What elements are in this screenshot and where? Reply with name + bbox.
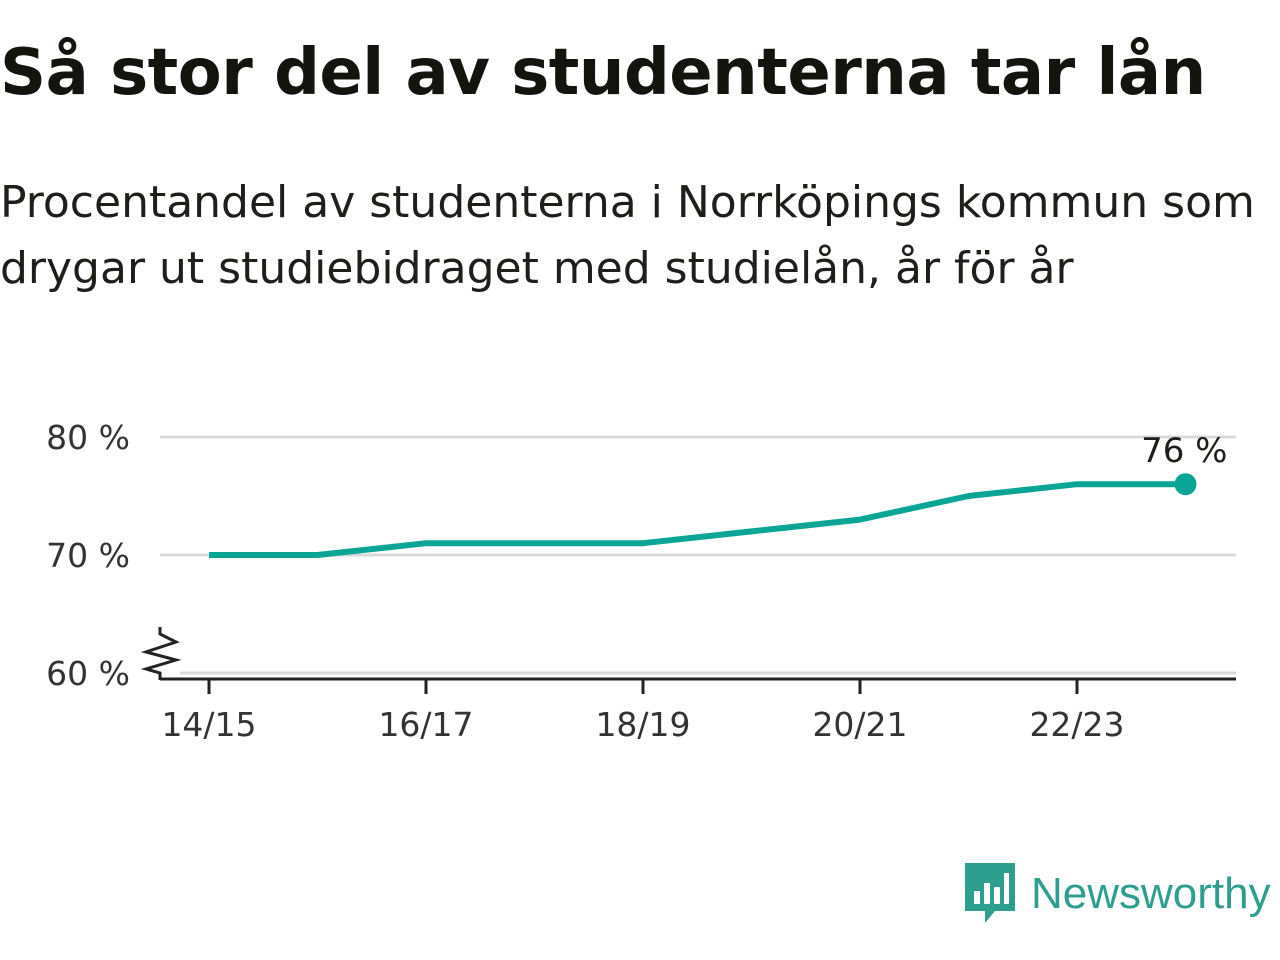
data-point: [206, 552, 212, 558]
data-point: [532, 540, 538, 546]
data-labels: 76 %: [1141, 431, 1227, 471]
brand-name: Newsworthy: [1031, 869, 1271, 918]
data-point: [315, 552, 321, 558]
newsworthy-bar-chart-logo-icon: [965, 863, 1015, 923]
data-point: [423, 540, 429, 546]
x-tick-label: 18/19: [595, 705, 690, 744]
newsworthy-logo[interactable]: Newsworthy: [965, 862, 1271, 926]
chart-title: Så stor del av studenterna tar lån: [0, 36, 1206, 110]
y-axis-tick-labels: 60 % 70 % 80 %: [46, 418, 130, 693]
series-lines: [209, 481, 1186, 558]
data-point: [966, 493, 972, 499]
data-point: [640, 540, 646, 546]
last-data-point: [1174, 473, 1197, 496]
x-tick-label: 14/15: [161, 705, 256, 744]
x-axis: 14/15 16/17 18/19 20/21 22/23: [140, 627, 1236, 744]
y-tick-label: 70 %: [46, 536, 130, 575]
data-point: [749, 528, 755, 534]
chart-subtitle: Procentandel av studenterna i Norrköping…: [0, 177, 1255, 294]
x-tick-label: 22/23: [1029, 705, 1124, 744]
x-tick-label: 20/21: [812, 705, 907, 744]
data-point: [857, 517, 863, 523]
x-tick-label: 16/17: [378, 705, 473, 744]
data-points: [206, 473, 1197, 558]
y-tick-label: 60 %: [46, 654, 130, 693]
y-tick-label: 80 %: [46, 418, 130, 457]
last-value-label: 76 %: [1141, 431, 1227, 471]
axis-break-icon: [140, 627, 182, 680]
series-line: [209, 481, 1186, 558]
data-point: [1074, 481, 1080, 487]
